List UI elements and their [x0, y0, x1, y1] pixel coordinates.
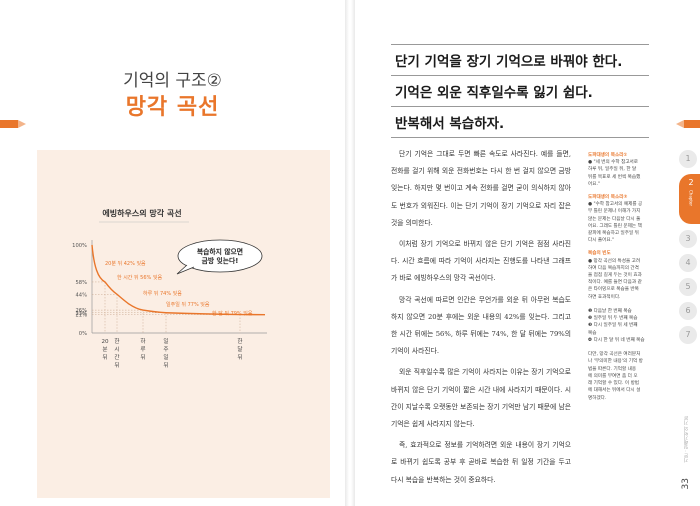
sidebar-line: ❹ 다시 한 달 뒤 네 번째 복습 [588, 337, 645, 343]
paragraph: 망각 곡선에 따르면 인간은 무언가를 외운 뒤 아무런 복습도 하지 않으면 … [391, 295, 571, 356]
chapter-tab: 1 [679, 150, 697, 168]
sidebar-line: ● 망각 곡선의 특성을 고려 [588, 258, 641, 264]
sidebar-line: 은 타이밍으로 복습을 반복 [588, 287, 639, 293]
chart-title: 에빙하우스의 망각 곡선 [102, 208, 181, 218]
section-subtitle: 기억의 구조② [123, 71, 222, 91]
sidebar-line: 뒤를 목표로 세 번씩 복습했 [588, 174, 641, 180]
chapter-tab: 4 [679, 254, 697, 272]
chapter-tab-label: Chapter [688, 190, 694, 206]
running-head: 기본 · 일래기억의 기본 [684, 416, 689, 463]
callout-pointer [176, 264, 195, 275]
sidebar-line: ● "세 번의 수학 참고서로 [588, 160, 638, 166]
sidebar-line: 갈피에 복습하고 일주일 뒤 [588, 231, 639, 237]
sidebar-line: 명하겠다. [588, 395, 607, 401]
section-title: 망각 곡선 [125, 95, 220, 120]
chapter-tab: 3 [679, 230, 697, 248]
sidebar-line: 을 점점 길게 두는 것이 효과 [588, 273, 642, 279]
x-tick-label: 20 분 뒤 [101, 339, 109, 361]
sidebar-line: 부 틀린 문제나 이해가 가지 [588, 209, 641, 215]
callout-line-1: 복습하지 않으면 [197, 247, 243, 256]
sidebar-line: 하면 효과적이다. [588, 294, 621, 300]
sidebar-line: ● "수학 참고서의 예제를 공 [588, 202, 643, 208]
headline-line: 단기 기억을 장기 기억으로 바꿔야 한다. [391, 44, 649, 76]
sidebar-line: 래 기억할 수 있다. 이 방법 [588, 381, 640, 387]
callout-bubble [177, 239, 263, 273]
sidebar-line: ❷ 일주일 뒤 두 번째 복습 [588, 316, 638, 322]
forgetting-curve-chart: 에빙하우스의 망각 곡선 100% 58% 44% 26%23%21% 0% 20분 뒤 4… [72, 208, 267, 369]
chapter-tab-number: 2 [688, 178, 694, 187]
curve-annotation: 하루 뒤 74% 잊음 [143, 290, 182, 297]
chapter-tab-active: 2 Chapter [679, 174, 700, 224]
curve-annotation: 일주일 뒤 77% 잊음 [166, 301, 210, 308]
paragraph: 단기 기억은 그대로 두면 빠른 속도로 사라진다. 예를 들면, 전화를 걸기… [391, 150, 571, 227]
y-tick-label: 23% [75, 311, 87, 317]
sidebar-line: 하루 뒤, 일주일 뒤, 한 달 [588, 167, 637, 173]
headline-line: 기억은 외운 직후일수록 잃기 쉽다. [391, 76, 649, 107]
curve-annotation: 20분 뒤 42% 잊음 [105, 260, 146, 267]
sidebar-line: ❸ 다시 일주일 뒤 세 번째 [588, 323, 638, 329]
headline-box: 단기 기억을 장기 기억으로 바꿔야 한다. 기억은 외운 직후일수록 잃기 쉽… [391, 44, 649, 138]
callout-line-2: 금방 잊는다! [202, 256, 239, 265]
sidebar-line: 적이다. 예를 들면 다음과 같 [588, 280, 642, 286]
forgetting-curve-line [91, 244, 266, 316]
y-tick-label: 100% [72, 243, 87, 249]
y-tick-label: 21% [75, 313, 87, 319]
sidebar-line: 에 대해서는 뒤에서 다시 설 [588, 388, 641, 394]
curve-annotation: 한 달 뒤 79% 잊음 [212, 310, 253, 317]
chapter-tab: 7 [679, 326, 697, 344]
sidebar-notes: 도파대생의 목소리① ● "세 번의 수학 참고서로 하루 뒤, 일주일 뒤, 한 … [588, 146, 658, 402]
chart-panel: 에빙하우스의 망각 곡선 100% 58% 44% 26% 23% 21% 0% 20분 뒤 4… [37, 150, 330, 498]
headline-line: 반복해서 복습하자. [391, 107, 649, 138]
pencil-left-icon [0, 120, 26, 128]
sidebar-line: 하여 다음 복습까지의 간격 [588, 265, 639, 271]
chapter-tab: 6 [679, 302, 697, 320]
curve-annotation: 한 시간 뒤 56% 잊음 [117, 274, 162, 281]
y-tick-label: 44% [75, 292, 87, 298]
chapter-tab: 5 [679, 278, 697, 296]
sidebar-line: 다만, 망각 곡선은 여러분처 [588, 352, 641, 358]
sidebar-line: 않는 문제는 다음날 다시 풀 [588, 216, 641, 222]
y-tick-label: 26% [75, 308, 87, 314]
sidebar-line: 에 의미를 부여면 좀 더 오 [588, 373, 638, 379]
book-gutter [345, 0, 355, 506]
sidebar-heading: 도파대생의 목소리① [588, 153, 628, 158]
pencil-right-icon [676, 120, 700, 128]
y-tick-label: 58% [75, 280, 87, 286]
paragraph: 외운 직후일수록 많은 기억이 사라지는 이유는 장기 기억으로 바뀌지 않은 … [391, 368, 571, 429]
sidebar-heading: 도파대생의 목소리② [588, 195, 628, 201]
right-page: 단기 기억을 장기 기억으로 바꿔야 한다. 기억은 외운 직후일수록 잃기 쉽… [355, 0, 700, 506]
sidebar-line [588, 344, 658, 351]
sidebar-line: 나 '무의미한 내용'의 기억 방 [588, 359, 643, 365]
paragraph: 이처럼 장기 기억으로 바뀌지 않은 단기 기억은 점점 사라진다. 시간 흐름… [391, 240, 571, 283]
sidebar-line: 어요." [588, 181, 601, 187]
chapter-tabs: 1 2 Chapter 3 4 5 6 7 [675, 150, 700, 350]
sidebar-line: ❶ 다음날 한 번째 복습 [588, 309, 632, 315]
body-text: 단기 기억은 그대로 두면 빠른 속도로 사라진다. 예를 들면, 전화를 걸기… [391, 146, 571, 493]
sidebar-line: 법을 따른다. 기억할 내용 [588, 366, 637, 372]
sidebar-heading: 복습의 빈도 [588, 251, 611, 257]
sidebar-line: 복습 [588, 330, 597, 336]
sidebar-line: 다시 풀어요." [588, 238, 615, 244]
y-tick-label: 0% [79, 331, 87, 337]
sidebar-line: 어요. 그래도 틀린 문제는 책 [588, 223, 642, 229]
left-page: 기억의 구조② 망각 곡선 에빙하우스의 망각 곡선 100% 58% 44% 26% 2… [0, 0, 345, 506]
sidebar-line [588, 301, 658, 308]
paragraph: 즉, 효과적으로 정보를 기억하려면 외운 내용이 장기 기억으로 바뀌기 쉽도… [391, 441, 571, 484]
page-number: 33 [681, 478, 691, 490]
